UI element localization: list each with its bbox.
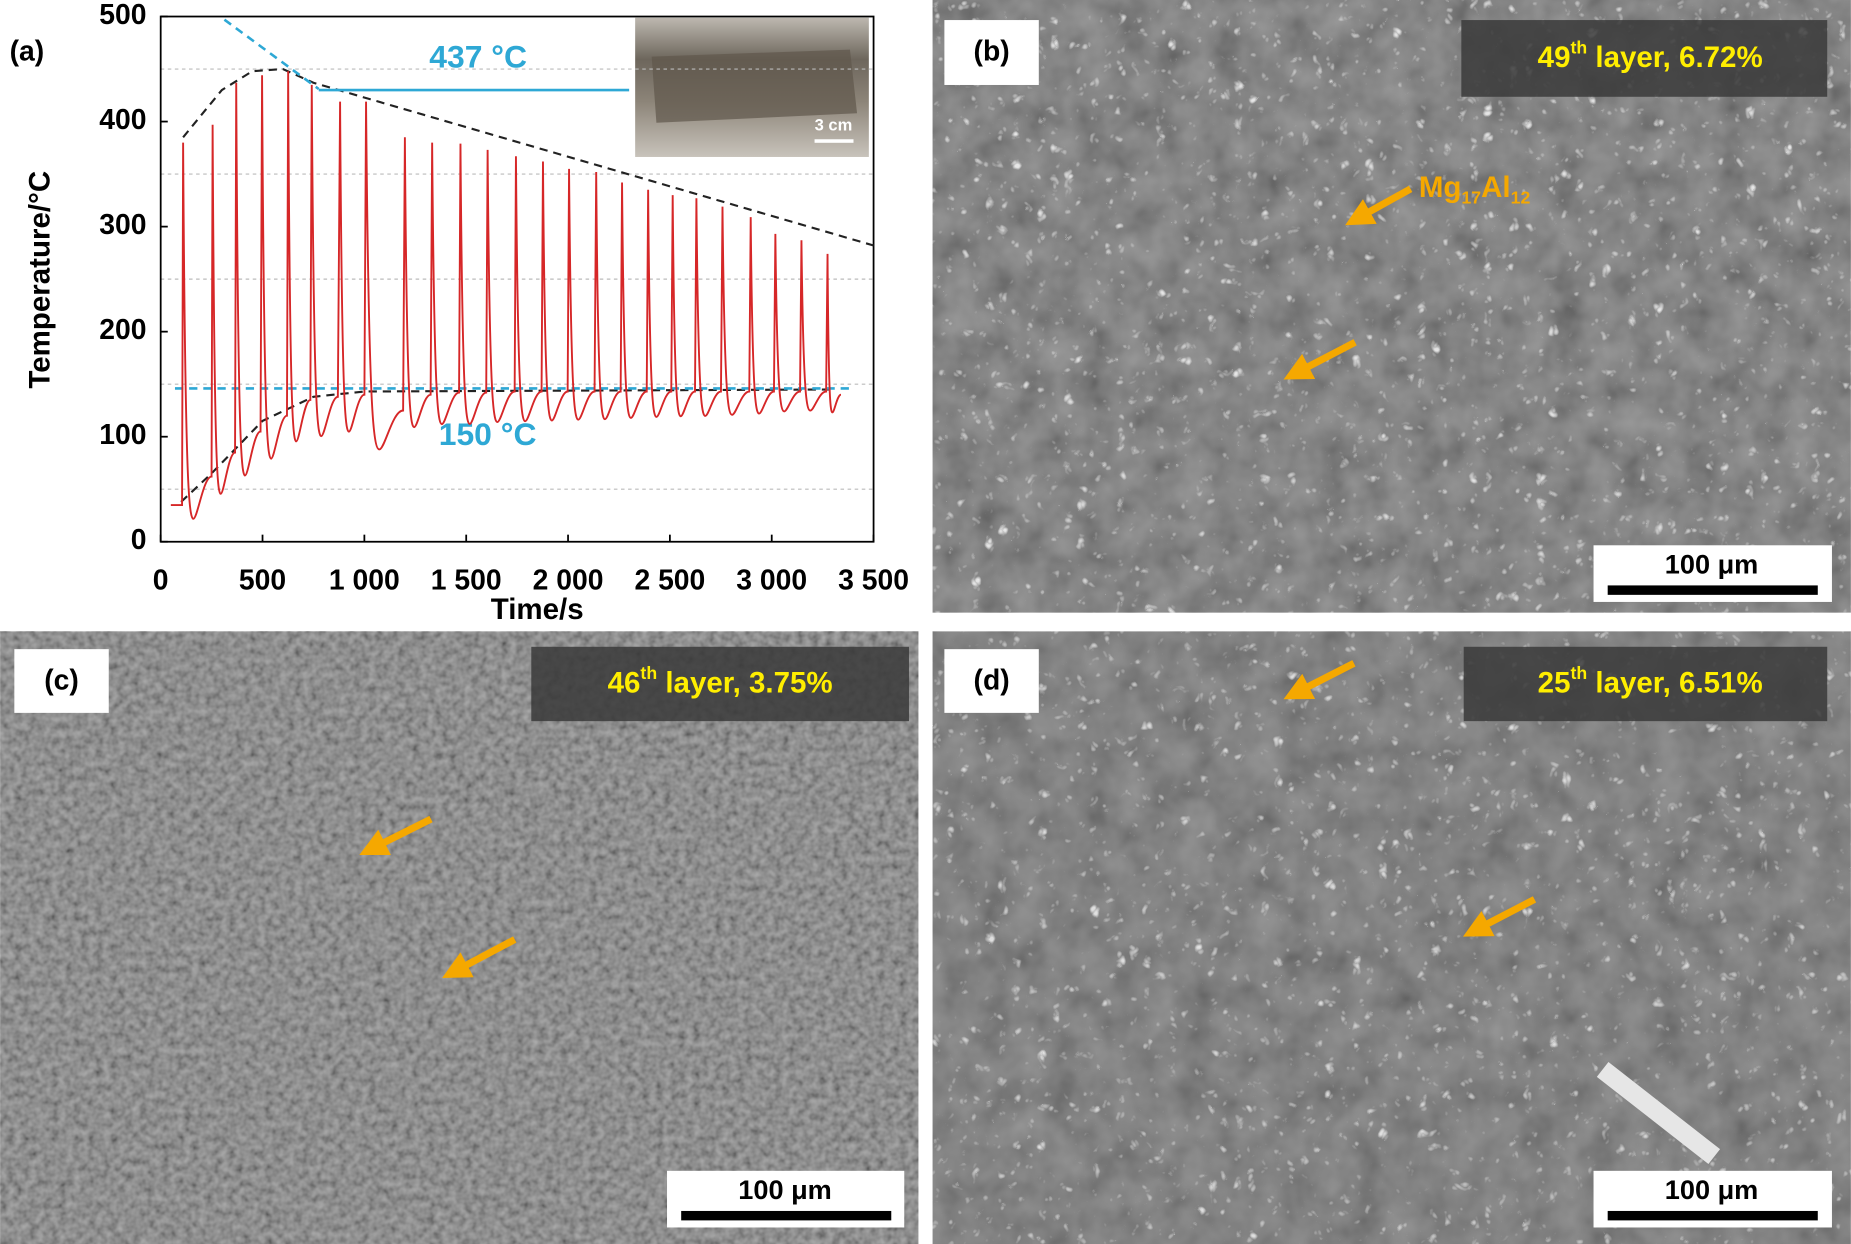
x-tick-label: 1 000: [329, 564, 400, 596]
phase-sub: 12: [1511, 187, 1531, 207]
panel-label: (c): [44, 665, 79, 697]
layer-rest: layer, 6.72%: [1587, 41, 1763, 74]
micrograph-spots: [932, 0, 1851, 613]
scale-label: 100 μm: [1665, 1174, 1759, 1205]
phase-base: Mg: [1419, 171, 1462, 204]
arrow: [1283, 660, 1356, 700]
x-axis-label: Time/s: [491, 593, 584, 626]
y-tick-label: 0: [131, 524, 147, 556]
panel-label: (d): [974, 665, 1010, 697]
bright-particle: [1596, 1061, 1721, 1165]
panel-c: [0, 631, 919, 1244]
phase-label: Mg17Al12: [1419, 171, 1531, 207]
panel-d: [932, 631, 1851, 1244]
layer-suffix: th: [640, 663, 657, 683]
x-tick-label: 3 000: [736, 564, 807, 596]
layer-number: 49: [1538, 41, 1571, 74]
chart: 0 100 200 300 400 500 0 500 1 000 1 500 2 000 2 500…: [99, 0, 909, 596]
x-tick-label: 1 500: [431, 564, 502, 596]
phase-base: Al: [1481, 171, 1511, 204]
x-tick-label: 500: [239, 564, 286, 596]
y-tick-label: 500: [99, 0, 146, 31]
layer-box: [1463, 646, 1828, 722]
x-tick-label: 2 000: [533, 564, 604, 596]
layer-box: [531, 646, 909, 722]
x-tick-label: 0: [153, 564, 169, 596]
inset-scale-label: 3 cm: [815, 116, 853, 135]
arrow: [1345, 185, 1413, 226]
layer-number: 25: [1538, 666, 1571, 699]
y-tick-label: 400: [99, 104, 146, 136]
arrow: [442, 936, 517, 978]
label-box: [944, 649, 1039, 713]
phase-sub: 17: [1461, 187, 1481, 207]
scale-bar: [1607, 1210, 1818, 1221]
reference-line: [223, 18, 320, 91]
micrograph-texture: [0, 631, 919, 1244]
plot-frame: [159, 15, 875, 543]
layer-suffix: th: [1570, 663, 1587, 683]
annotation: 437 °C: [429, 38, 527, 74]
layer-label: 46th layer, 3.75%: [608, 663, 833, 700]
inset-sample: [651, 49, 858, 123]
scale-bar: [1607, 585, 1818, 595]
label-box: [944, 20, 1039, 85]
label-box: [14, 649, 109, 713]
panel-label: (b): [974, 36, 1010, 68]
layer-rest: layer, 6.51%: [1587, 666, 1763, 699]
y-axis-label: Temperature/°C: [23, 171, 56, 389]
arrow: [1283, 339, 1357, 380]
layer-box: [1461, 20, 1828, 97]
arrow: [1462, 896, 1537, 937]
layer-suffix: th: [1570, 37, 1587, 57]
y-tick-label: 200: [99, 314, 146, 346]
scale-bar: [681, 1210, 892, 1221]
layer-number: 46: [608, 666, 641, 699]
panel-label: (a): [10, 36, 45, 68]
x-tick-label: 3 500: [838, 564, 909, 596]
y-tick-label: 300: [99, 209, 146, 241]
annotation: 150 °C: [439, 416, 537, 452]
layer-rest: layer, 3.75%: [657, 666, 833, 699]
x-tick-label: 2 500: [634, 564, 705, 596]
layer-label: 25th layer, 6.51%: [1538, 663, 1763, 700]
reference-line: [182, 67, 874, 247]
scale-label: 100 μm: [1665, 549, 1759, 580]
arrow: [359, 815, 433, 855]
arrows: [359, 185, 1537, 978]
scale-label: 100 μm: [738, 1174, 832, 1205]
reference-line: [180, 388, 833, 503]
y-tick-label: 100: [99, 419, 146, 451]
panel-b: [932, 0, 1851, 613]
layer-label: 49th layer, 6.72%: [1538, 37, 1763, 74]
inset-scale-bar: [814, 139, 854, 143]
data-line: [170, 71, 842, 520]
